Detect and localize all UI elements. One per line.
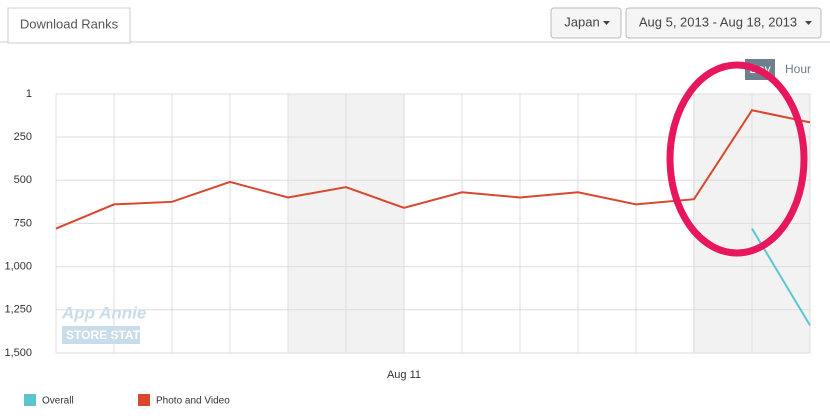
- legend-label: Photo and Video: [156, 396, 230, 407]
- legend-label: Overall: [42, 396, 74, 407]
- country-button[interactable]: [550, 7, 622, 39]
- y-tick-label: 500: [14, 174, 32, 186]
- hour-label[interactable]: Hour: [785, 62, 811, 76]
- plot: Aug 11 1 250 500 750 1,000 1,250 1,500: [4, 88, 811, 381]
- y-tick-label: 250: [14, 131, 32, 143]
- tab[interactable]: [7, 7, 131, 44]
- watermark: App Annie: [61, 303, 146, 322]
- y-tick-label: 1,500: [4, 347, 32, 359]
- caret: [603, 21, 610, 25]
- legend-swatch: [138, 394, 150, 406]
- watermark-box: [62, 326, 140, 344]
- series-line: [55, 109, 811, 230]
- tab-label: Download Ranks: [20, 16, 119, 31]
- y-tick-label: 750: [14, 217, 32, 229]
- y-tick-label: 1,000: [4, 261, 32, 273]
- legend-swatch: [24, 394, 36, 406]
- date-button[interactable]: [625, 7, 822, 39]
- watermark: STORE STATS: [66, 328, 148, 342]
- highlight-ellipse: [666, 61, 808, 257]
- x-tick-label: Aug 11: [387, 369, 421, 381]
- caret: [805, 21, 812, 25]
- date-label: Aug 5, 2013 - Aug 18, 2013: [639, 14, 797, 29]
- y-tick-label: 1,250: [4, 304, 32, 316]
- y-tick-label: 1: [26, 88, 32, 100]
- country-label: Japan: [564, 14, 599, 29]
